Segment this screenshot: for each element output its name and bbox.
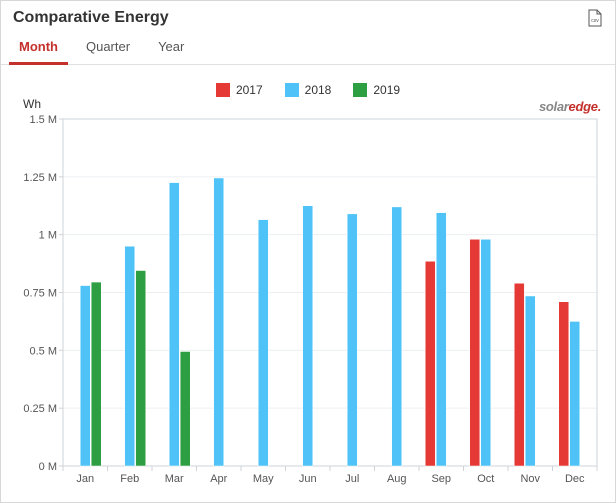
bar[interactable] [125,246,135,466]
chart-area: 0 M 0.25 M 0.5 M 0.75 M 1 M 1.25 M 1.5 M Jan Feb… [13,101,603,494]
x-tick-label: Dec [565,473,585,485]
legend-item[interactable]: 2019 [353,83,400,97]
bar[interactable] [570,321,580,466]
bar[interactable] [80,286,90,466]
bar[interactable] [214,178,224,466]
bar[interactable] [136,271,146,466]
bar[interactable] [425,261,435,466]
bar[interactable] [436,213,446,466]
tab-month[interactable]: Month [5,31,72,64]
bar[interactable] [392,207,402,466]
legend-label: 2018 [305,83,332,97]
bar[interactable] [481,239,491,466]
x-tick-label: Sep [431,473,451,485]
bar[interactable] [525,296,535,466]
panel-title: Comparative Energy [13,9,169,27]
bar[interactable] [470,239,480,466]
legend-label: 2019 [373,83,400,97]
x-tick-label: Feb [120,473,139,485]
x-tick-label: Jun [299,473,317,485]
y-tick-label: 0.25 M [23,403,57,415]
legend-item[interactable]: 2017 [216,83,263,97]
bar[interactable] [514,283,524,466]
energy-bar-chart: 0 M 0.25 M 0.5 M 0.75 M 1 M 1.25 M 1.5 M Jan Feb… [13,101,605,496]
x-tick-label: Aug [387,473,407,485]
x-tick-label: Mar [165,473,184,485]
y-tick-label: 1.5 M [29,114,57,126]
legend-swatch-icon [216,83,230,97]
svg-text:csv: csv [591,18,599,24]
y-tick-label: 1.25 M [23,172,57,184]
legend-label: 2017 [236,83,263,97]
tab-quarter[interactable]: Quarter [72,31,144,64]
x-tick-label: Jan [76,473,94,485]
bar[interactable] [180,351,190,466]
x-tick-label: Apr [210,473,227,485]
bar[interactable] [91,282,101,466]
bar[interactable] [169,183,179,466]
y-tick-label: 0 M [39,461,57,473]
bar[interactable] [258,220,268,466]
y-tick-label: 0.75 M [23,288,57,300]
bar[interactable] [559,302,569,466]
x-tick-label: Oct [477,473,494,485]
bar[interactable] [303,206,313,466]
comparative-energy-panel: Comparative Energy csv Month Quarter Yea… [0,0,616,503]
tab-label: Month [19,39,58,54]
tab-label: Quarter [86,39,130,54]
tab-year[interactable]: Year [144,31,198,64]
legend-item[interactable]: 2018 [285,83,332,97]
x-tick-label: Nov [520,473,540,485]
x-tick-label: Jul [345,473,359,485]
legend-swatch-icon [353,83,367,97]
tab-label: Year [158,39,184,54]
x-tick-label: May [253,473,274,485]
legend-swatch-icon [285,83,299,97]
export-csv-button[interactable]: csv [587,9,603,27]
panel-header: Comparative Energy csv [1,1,615,31]
y-tick-label: 0.5 M [29,345,57,357]
y-tick-label: 1 M [39,230,57,242]
period-tabs: Month Quarter Year [1,31,615,65]
bar[interactable] [347,214,357,466]
chart-legend: 2017 2018 2019 [1,65,615,97]
